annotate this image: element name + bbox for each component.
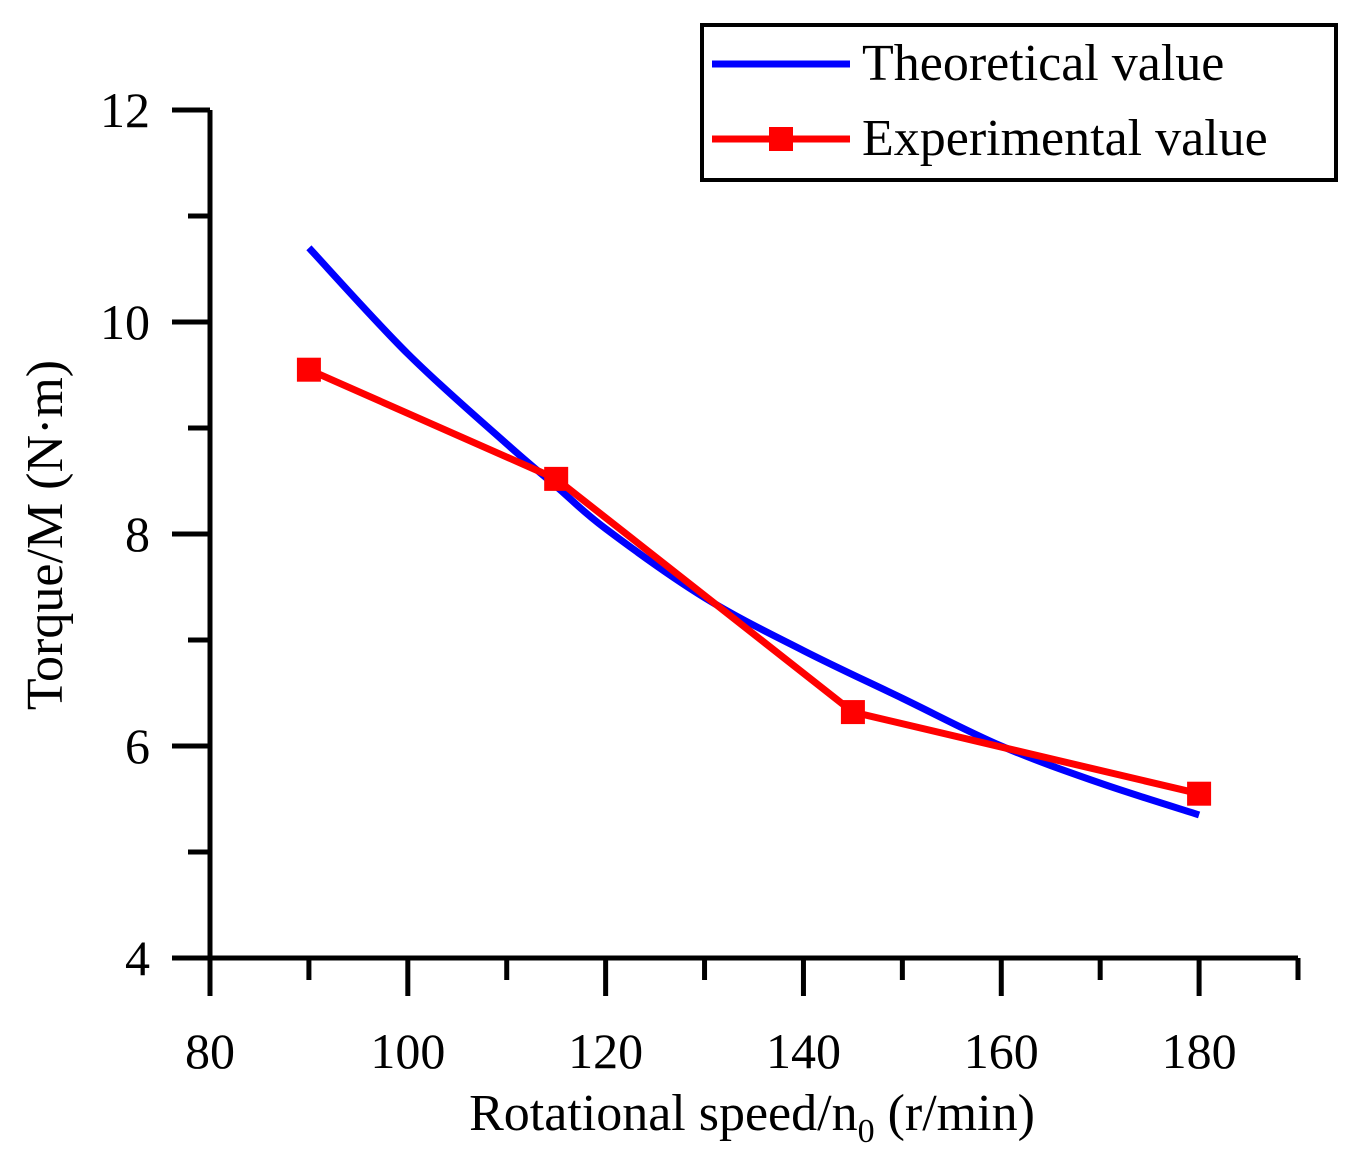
y-tick-label: 12 — [100, 82, 150, 138]
x-axis-title: Rotational speed/n0 (r/min) — [469, 1085, 1035, 1150]
data-point-marker — [1187, 781, 1212, 806]
legend-label-theoretical: Theoretical value — [862, 35, 1224, 92]
x-tick-label: 140 — [766, 1023, 841, 1079]
legend-box — [700, 23, 1338, 182]
series-layer — [296, 245, 1212, 819]
x-axis-title-unit: (r/min) — [875, 1085, 1035, 1142]
x-tick-label: 100 — [370, 1023, 445, 1079]
data-point-marker — [296, 357, 321, 382]
axes: 80 100 120 140 160 180 4 6 8 10 12 — [100, 82, 1301, 1079]
series-line-0 — [306, 245, 1201, 819]
legend-marker-experimental — [769, 127, 793, 151]
y-tick-label: 4 — [125, 930, 150, 986]
data-point-marker — [840, 700, 865, 725]
data-point-marker — [544, 466, 569, 491]
legend-label-experimental: Experimental value — [862, 110, 1268, 167]
x-axis-title-subscript: 0 — [858, 1113, 875, 1150]
y-axis-title: Torque/M (N·m) — [17, 360, 74, 710]
x-tick-label: 80 — [185, 1023, 235, 1079]
legend: Theoretical value Experimental value — [700, 23, 1338, 182]
y-tick-label: 6 — [125, 718, 150, 774]
x-tick-label: 180 — [1162, 1023, 1237, 1079]
x-tick-label: 120 — [568, 1023, 643, 1079]
series-line-1 — [307, 366, 1200, 798]
y-tick-label: 10 — [100, 294, 150, 350]
y-tick-label: 8 — [125, 506, 150, 562]
x-tick-label: 160 — [964, 1023, 1039, 1079]
x-axis-title-main: Rotational speed/n — [469, 1085, 857, 1142]
